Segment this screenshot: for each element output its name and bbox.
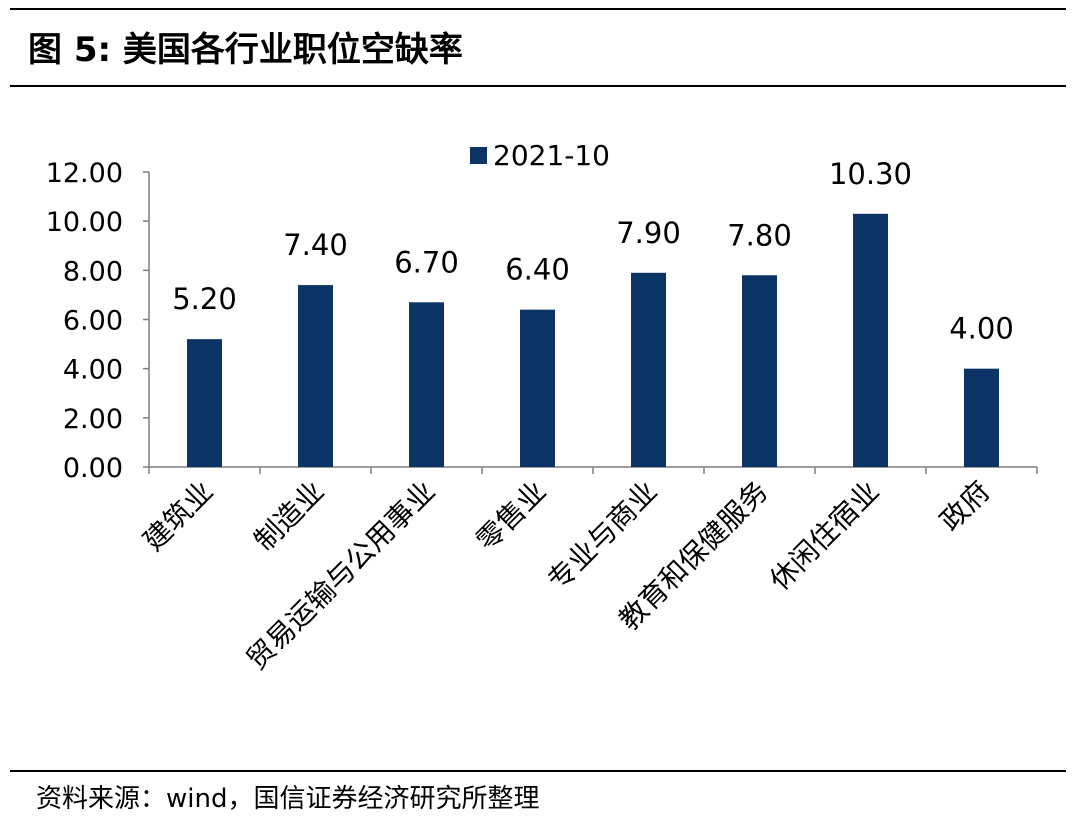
bar [964, 368, 999, 467]
legend-label: 2021-10 [493, 139, 610, 172]
data-labels: 5.20 7.40 6.70 6.40 7.90 7.80 10.30 4.00 [172, 157, 1014, 346]
bar [298, 285, 333, 467]
bottom-rule [10, 770, 1066, 772]
y-tick-label: 10.00 [46, 207, 123, 238]
top-rule [10, 8, 1066, 10]
source-note: 资料来源：wind，国信证券经济研究所整理 [36, 784, 540, 814]
data-label: 7.80 [727, 218, 792, 252]
bar [187, 339, 222, 467]
data-label: 7.40 [283, 228, 348, 262]
bar [742, 275, 777, 467]
y-tick-label: 8.00 [63, 256, 123, 287]
data-label: 10.30 [829, 157, 912, 191]
category-label: 制造业 [248, 475, 331, 558]
bar [631, 272, 666, 467]
y-tick-label: 6.00 [63, 306, 123, 337]
y-tick-label: 2.00 [63, 404, 123, 435]
bar-chart: 0.00 2.00 4.00 6.00 8.00 10.00 12.00 5.20 7.40 6… [46, 139, 1038, 677]
bar [853, 213, 888, 467]
category-label: 专业与商业 [541, 475, 663, 597]
y-tick-label: 4.00 [63, 355, 123, 386]
category-label: 零售业 [470, 475, 553, 558]
data-label: 4.00 [949, 312, 1014, 346]
legend: 2021-10 [470, 139, 610, 172]
data-label: 7.90 [616, 216, 681, 250]
legend-swatch [470, 147, 487, 164]
x-axis [148, 466, 1038, 474]
category-label: 建筑业 [137, 475, 220, 558]
y-tick-label: 0.00 [63, 453, 123, 484]
bar [409, 302, 444, 467]
y-axis: 0.00 2.00 4.00 6.00 8.00 10.00 12.00 [46, 158, 150, 484]
category-label: 贸易运输与公用事业 [240, 475, 442, 677]
category-label: 休闲住宿业 [763, 475, 885, 597]
bars [187, 213, 999, 467]
data-label: 6.40 [505, 253, 570, 287]
data-label: 5.20 [172, 282, 237, 316]
data-label: 6.70 [394, 245, 459, 279]
title-rule [10, 85, 1066, 87]
category-label: 政府 [934, 475, 997, 538]
y-tick-label: 12.00 [46, 158, 123, 189]
bar [520, 309, 555, 467]
figure-title: 图 5: 美国各行业职位空缺率 [28, 30, 463, 70]
